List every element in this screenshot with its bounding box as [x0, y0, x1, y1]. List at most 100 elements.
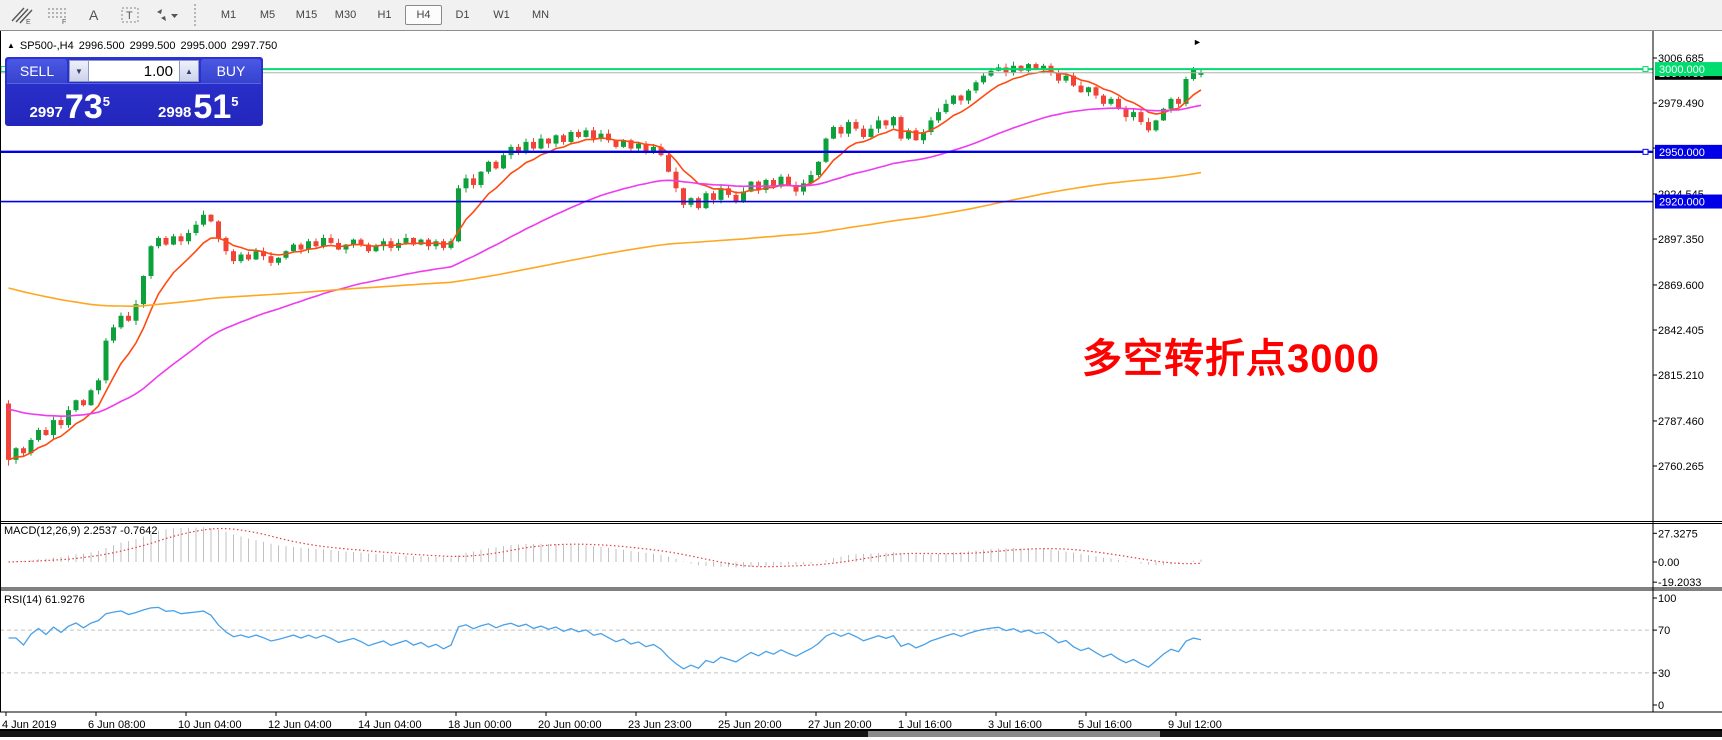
- candle-body: [733, 194, 739, 202]
- candle-body: [613, 140, 619, 147]
- candle-body: [1063, 75, 1069, 81]
- candle-body: [636, 143, 641, 149]
- price-axis[interactable]: 3006.6852979.4902924.5452897.3502869.600…: [1653, 53, 1704, 473]
- svg-text:2920.000: 2920.000: [1659, 197, 1705, 209]
- chart-window[interactable]: 3006.6852979.4902924.5452897.3502869.600…: [0, 31, 1722, 740]
- price-axis-label: 3006.685: [1658, 53, 1704, 65]
- symbol-timeframe: SP500-,H4: [19, 40, 74, 52]
- timeframe-button-H1[interactable]: H1: [377, 9, 392, 21]
- toolbar-separator: [194, 4, 201, 26]
- candle-body: [891, 117, 896, 126]
- arrows-icon[interactable]: [150, 2, 182, 28]
- candle-body: [51, 420, 56, 435]
- candle-body: [238, 254, 244, 262]
- candle-body: [186, 232, 191, 242]
- candle-body: [831, 127, 836, 139]
- time-axis[interactable]: 4 Jun 2019 6 Jun 08:00 10 Jun 04:00 12 Jun …: [2, 712, 1222, 731]
- chart-canvas[interactable]: 3006.6852979.4902924.5452897.3502869.600…: [0, 31, 1722, 740]
- sell-button[interactable]: SELL: [7, 59, 67, 83]
- candle-body: [231, 251, 236, 262]
- candle-body: [381, 241, 386, 247]
- support-line-2950.000[interactable]: [0, 148, 1653, 155]
- candle-body: [126, 315, 131, 321]
- candle-body: [546, 138, 551, 144]
- candle-body: [321, 237, 326, 247]
- timeframe-button-H4[interactable]: H4: [405, 5, 442, 25]
- time-axis-label: 18 Jun 00:00: [448, 719, 512, 731]
- candle-body: [741, 191, 746, 202]
- candle-body: [951, 95, 956, 104]
- candle-body: [846, 122, 851, 134]
- candle-body: [861, 128, 866, 137]
- fibonacci-icon[interactable]: F: [42, 2, 74, 28]
- horizontal-scrollbar[interactable]: [0, 731, 1722, 737]
- label-icon[interactable]: T: [114, 2, 146, 28]
- candle-body: [1041, 65, 1046, 70]
- rsi-pane[interactable]: 100 70 30 0: [0, 593, 1676, 712]
- price-axis-label: 2869.600: [1658, 280, 1704, 292]
- volume-input[interactable]: 1.00: [89, 60, 179, 82]
- candle-body: [171, 236, 176, 245]
- candle-body: [621, 140, 626, 147]
- candle-body: [66, 410, 71, 426]
- timeframe-button-D1[interactable]: D1: [455, 9, 470, 21]
- resistance-line-3000[interactable]: [0, 66, 1653, 73]
- candle-body: [838, 127, 844, 134]
- volume-decrease-button[interactable]: ▼: [69, 60, 89, 82]
- candle-body: [853, 122, 859, 129]
- candle-body: [501, 155, 506, 169]
- candle-body: [373, 246, 379, 252]
- sell-price-big: 73: [64, 88, 103, 126]
- candle-body: [883, 120, 889, 126]
- volume-increase-button[interactable]: ▲: [179, 60, 199, 82]
- candle-body: [808, 175, 814, 184]
- candle-body: [1123, 108, 1129, 118]
- elliott-lines-icon[interactable]: E: [6, 2, 38, 28]
- candle-body: [523, 141, 529, 152]
- candle-body: [178, 236, 184, 242]
- time-axis-label: 6 Jun 08:00: [88, 719, 146, 731]
- ma-line-medium[interactable]: [8, 104, 1202, 418]
- candle-body: [478, 171, 484, 185]
- candle-body: [253, 251, 259, 260]
- buy-price-display[interactable]: 2998 51 5: [136, 85, 262, 126]
- timeframe-button-W1[interactable]: W1: [493, 9, 510, 21]
- ma-line-fast[interactable]: [8, 70, 1202, 461]
- rsi-line: [8, 606, 1202, 670]
- buy-button[interactable]: BUY: [201, 59, 261, 83]
- candle-body: [726, 188, 731, 195]
- candle-body: [58, 420, 64, 426]
- time-axis-label: 3 Jul 16:00: [988, 719, 1042, 731]
- support-price-badge: 2920.000: [1655, 194, 1722, 209]
- candle-body: [103, 340, 109, 381]
- collapse-triangle-icon[interactable]: ▲: [7, 40, 15, 50]
- scrollbar-thumb[interactable]: [868, 731, 1160, 737]
- time-axis-label: 9 Jul 12:00: [1168, 719, 1222, 731]
- time-axis-label: 12 Jun 04:00: [268, 719, 332, 731]
- candle-body: [1161, 108, 1166, 121]
- timeframe-button-MN[interactable]: MN: [531, 9, 550, 21]
- candle-body: [298, 244, 304, 250]
- quote-close: 2997.750: [231, 40, 278, 52]
- macd-pane[interactable]: 27.3275 0.00 -19.2033: [8, 527, 1702, 589]
- sell-price-display[interactable]: 2997 73 5: [7, 85, 133, 126]
- candle-body: [1198, 72, 1204, 75]
- price-axis-label: 2787.460: [1658, 416, 1704, 428]
- time-axis-label: 23 Jun 23:00: [628, 719, 692, 731]
- timeframe-button-M1[interactable]: M1: [220, 9, 237, 21]
- candle-body: [711, 193, 716, 200]
- candle-body: [216, 221, 221, 238]
- timeframe-button-M5[interactable]: M5: [259, 9, 276, 21]
- chart-shift-marker-icon[interactable]: ►: [1193, 37, 1202, 47]
- rsi-axis-label: 70: [1658, 625, 1670, 637]
- timeframe-button-M30[interactable]: M30: [334, 9, 357, 21]
- time-axis-label: 1 Jul 16:00: [898, 719, 952, 731]
- candle-body: [1153, 120, 1159, 131]
- chart-text-annotation[interactable]: 多空转折点3000: [1082, 337, 1380, 381]
- candle-body: [898, 117, 904, 139]
- macd-indicator-label: MACD(12,26,9) 2.2537 -0.7642: [4, 525, 158, 537]
- text-icon[interactable]: A: [78, 2, 110, 28]
- candle-body: [1033, 64, 1039, 70]
- quote-low: 2995.000: [180, 40, 227, 52]
- timeframe-button-M15[interactable]: M15: [295, 9, 318, 21]
